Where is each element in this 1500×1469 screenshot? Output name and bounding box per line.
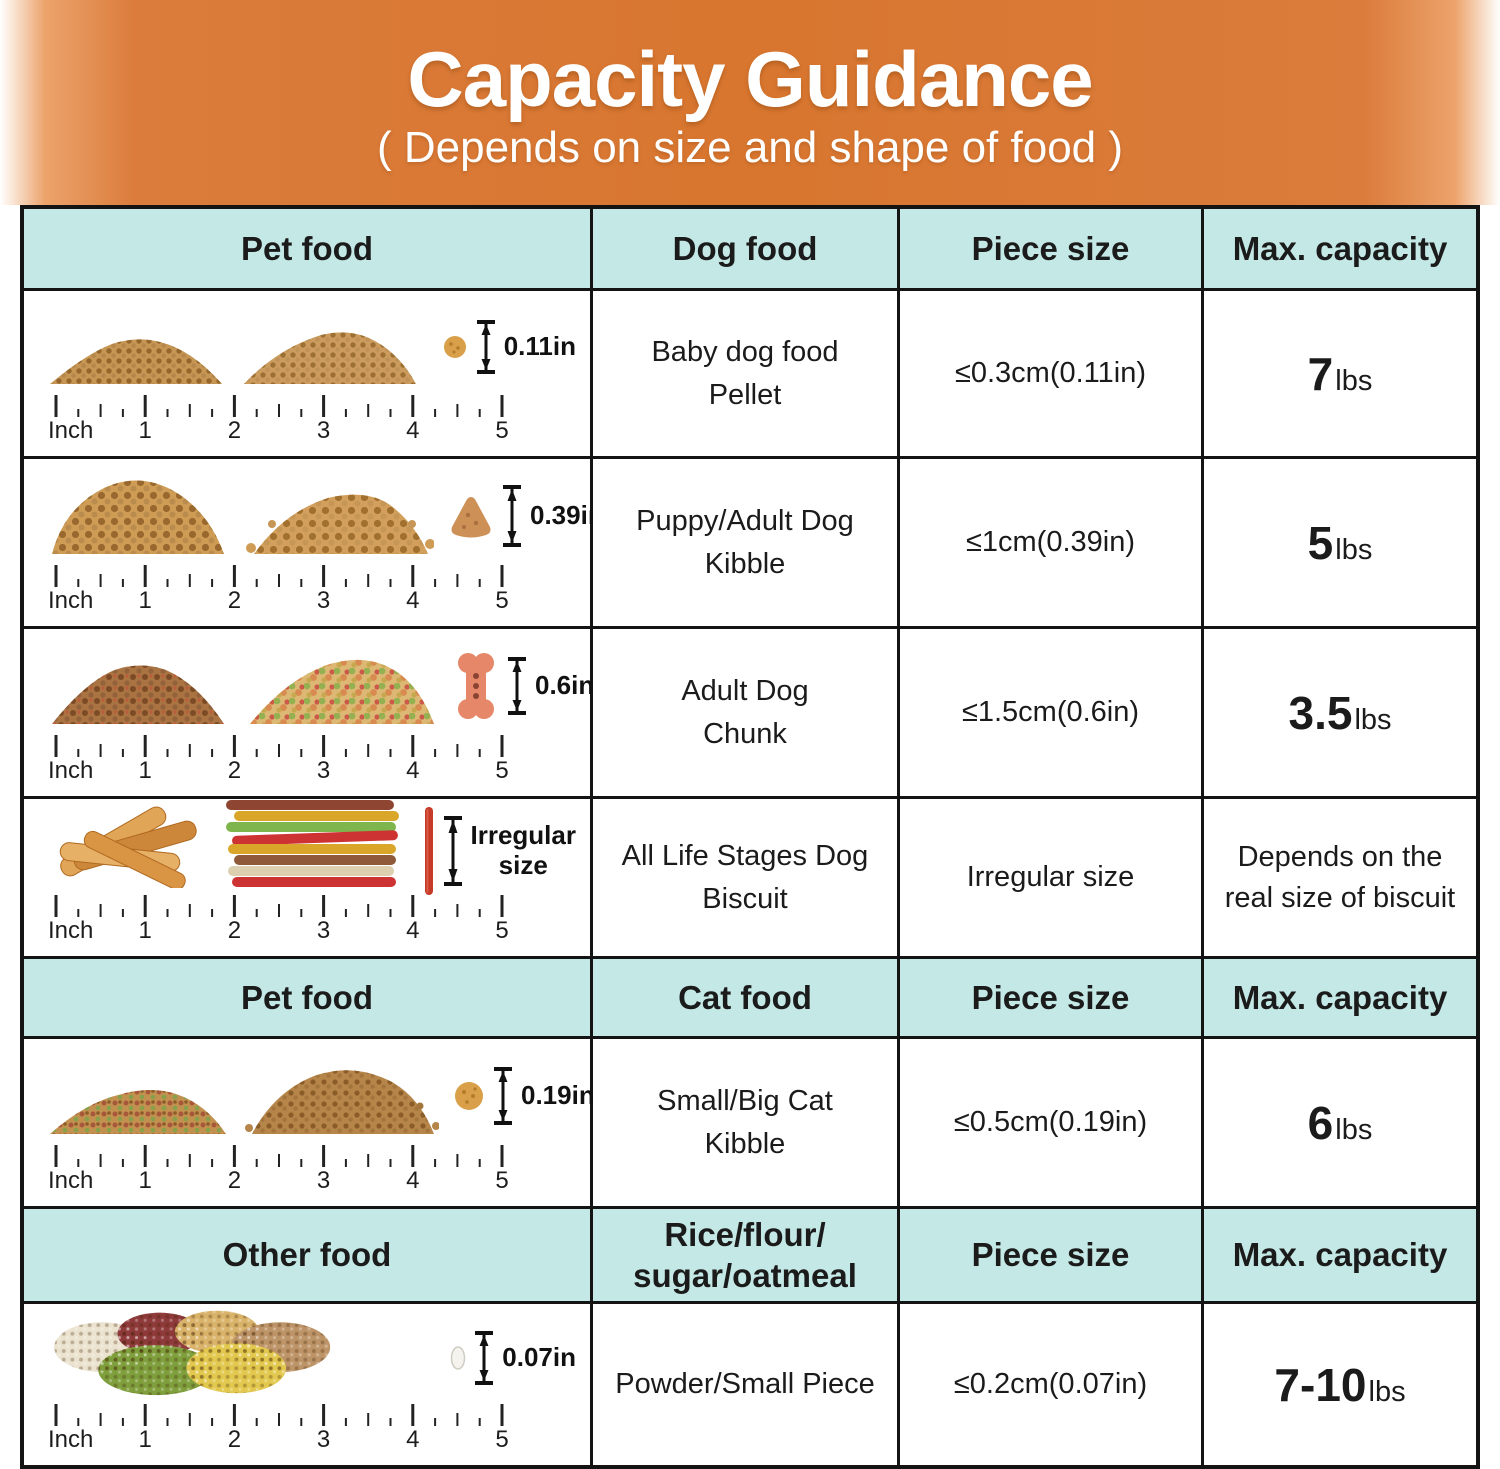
stick-biscuits-illustration (226, 800, 399, 887)
bone-treat-icon (458, 652, 494, 719)
pellet-icon (443, 335, 466, 358)
size-measure: Irregular size (423, 805, 581, 897)
measure-label: 0.39in (530, 499, 604, 530)
col-header-max-capacity: Max. capacity (1204, 1209, 1476, 1301)
inch-ruler: Inch 1 2 3 4 5 (48, 1145, 509, 1194)
inch-ruler: Inch 1 2 3 4 5 (48, 565, 509, 614)
dimension-arrow-icon (503, 484, 521, 547)
col-header-pet-food: Pet food (24, 209, 590, 288)
food-name-cell: Powder/Small Piece (593, 1304, 897, 1465)
cat-kibble-pile-illustration (245, 1070, 439, 1134)
measure-label: Irregular size (470, 819, 577, 880)
pellet-pile-illustration (50, 339, 222, 384)
pet-food-image-cell: 0.39in Inch 1 2 3 4 5 (24, 459, 604, 626)
food-name-cell: Baby dog food Pellet (593, 291, 897, 456)
size-measure: 0.07in (450, 1330, 580, 1386)
dimension-arrow-icon (443, 815, 462, 886)
dimension-arrow-icon (475, 1330, 494, 1385)
capacity-cell: 3.5 lbs (1204, 629, 1476, 796)
col-header-dog-food: Dog food (593, 209, 897, 288)
biscuit-pile-illustration (250, 659, 434, 724)
cat-kibble-pile-illustration (50, 1090, 226, 1134)
pellet-pile-illustration (244, 332, 416, 384)
measure-label: 0.11in (503, 330, 576, 361)
piece-size-cell: Irregular size (900, 799, 1201, 956)
col-header-max-capacity: Max. capacity (1204, 209, 1476, 288)
measure-label: 0.6in (535, 669, 595, 700)
capacity-cell: 7-10 lbs (1204, 1304, 1476, 1465)
piece-size-cell: ≤0.5cm(0.19in) (900, 1039, 1201, 1206)
capacity-table: Pet food Dog food Piece size Max. capaci… (20, 205, 1480, 1469)
col-header-piece-size: Piece size (900, 959, 1201, 1036)
measure-label: 0.19in (521, 1079, 595, 1110)
cat-kibble-icon (455, 1081, 483, 1110)
kibble-pile-illustration (246, 494, 434, 554)
kibble-pile-illustration (52, 480, 224, 554)
jerky-strips-illustration (59, 806, 197, 888)
page-title: Capacity Guidance (407, 34, 1093, 123)
size-measure: 0.39in (448, 484, 608, 548)
piece-size-cell: ≤0.3cm(0.11in) (900, 291, 1201, 456)
col-header-piece-size: Piece size (900, 1209, 1201, 1301)
size-measure: 0.11in (442, 319, 580, 375)
inch-ruler: Inch 1 2 3 4 5 (48, 1404, 509, 1453)
piece-size-cell: ≤1cm(0.39in) (900, 459, 1201, 626)
grains-pile-illustration (54, 1310, 331, 1396)
capacity-cell: Depends on the real size of biscuit (1204, 799, 1476, 956)
food-name-cell: Small/Big Cat Kibble (593, 1039, 897, 1206)
size-measure: 0.19in (453, 1066, 599, 1126)
measure-label: 0.07in (502, 1341, 576, 1372)
kibble-triangle-icon (451, 496, 491, 537)
capacity-cell: 5 lbs (1204, 459, 1476, 626)
col-header-max-capacity: Max. capacity (1204, 959, 1476, 1036)
pet-food-image-cell: 0.07in Inch 1 2 3 4 5 (24, 1304, 590, 1465)
pet-food-image-cell: 0.6in Inch 1 2 3 4 5 (24, 629, 594, 796)
pet-food-image-cell: 0.11in Inch 1 2 3 4 5 (24, 291, 590, 456)
pet-food-image-cell: Irregular size Inch 1 2 3 4 5 (24, 799, 590, 956)
col-header-pet-food: Pet food (24, 959, 590, 1036)
col-header-cat-food: Cat food (593, 959, 897, 1036)
capacity-cell: 6 lbs (1204, 1039, 1476, 1206)
col-header-other-food: Other food (24, 1209, 590, 1301)
size-measure: 0.6in (453, 652, 598, 720)
piece-size-cell: ≤0.2cm(0.07in) (900, 1304, 1201, 1465)
col-header-rice-flour: Rice/flour/ sugar/oatmeal (593, 1209, 897, 1301)
pet-food-image-cell: 0.19in Inch 1 2 3 4 5 (24, 1039, 595, 1206)
food-name-cell: Adult Dog Chunk (593, 629, 897, 796)
piece-size-cell: ≤1.5cm(0.6in) (900, 629, 1201, 796)
inch-ruler: Inch 1 2 3 4 5 (48, 895, 509, 944)
capacity-cell: 7 lbs (1204, 291, 1476, 456)
food-name-cell: Puppy/Adult Dog Kibble (593, 459, 897, 626)
inch-ruler: Inch 1 2 3 4 5 (48, 395, 509, 444)
banner: Capacity Guidance ( Depends on size and … (0, 0, 1500, 205)
page-subtitle: ( Depends on size and shape of food ) (376, 122, 1124, 172)
grain-icon (451, 1345, 466, 1370)
dimension-arrow-icon (476, 319, 495, 374)
food-name-cell: All Life Stages Dog Biscuit (593, 799, 897, 956)
stick-treat-icon (424, 806, 433, 895)
inch-ruler: Inch 1 2 3 4 5 (48, 735, 509, 784)
dimension-arrow-icon (494, 1066, 512, 1125)
col-header-piece-size: Piece size (900, 209, 1201, 288)
dimension-arrow-icon (508, 656, 526, 715)
chunk-pile-illustration (52, 665, 224, 724)
